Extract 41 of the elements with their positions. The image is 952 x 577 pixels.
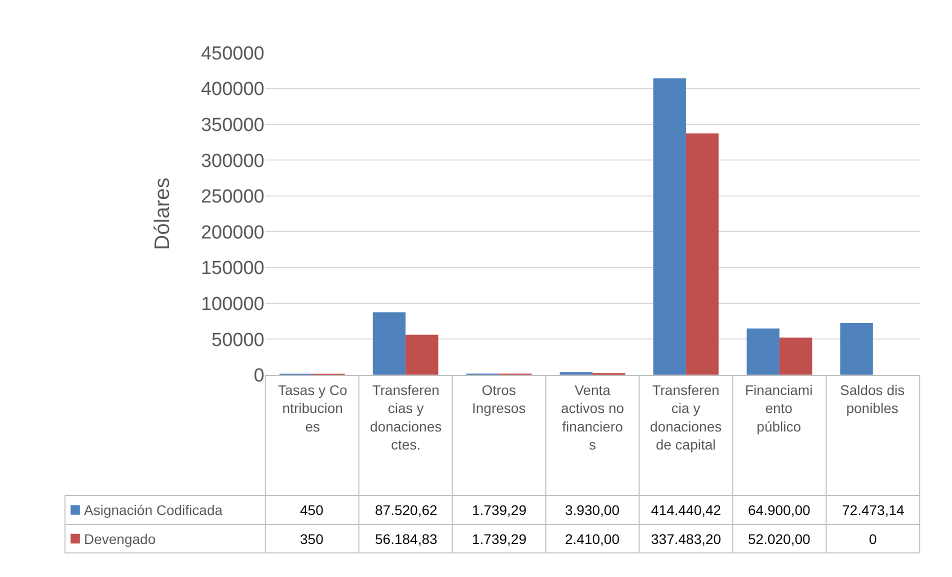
y-tick-label: 300000 bbox=[200, 150, 264, 172]
data-label: 350 bbox=[300, 531, 324, 547]
data-label: 64.900,00 bbox=[748, 502, 810, 518]
data-label: 414.440,42 bbox=[651, 502, 722, 518]
data-label: 72.473,14 bbox=[842, 502, 904, 518]
y-tick-label: 450000 bbox=[200, 43, 264, 64]
y-tick-label: 350000 bbox=[200, 115, 264, 136]
data-label: 337.483,20 bbox=[651, 531, 722, 547]
data-label: 450 bbox=[300, 502, 324, 518]
y-tick-label: 400000 bbox=[200, 79, 264, 100]
bar bbox=[372, 312, 406, 375]
y-tick-label: 250000 bbox=[200, 186, 264, 208]
data-label: 0 bbox=[869, 531, 877, 547]
data-label: 1.739,29 bbox=[472, 531, 527, 547]
x-tick-label: Financiamiento público bbox=[745, 382, 813, 434]
y-tick-label: 50000 bbox=[212, 330, 264, 351]
data-label: 87.520,62 bbox=[375, 502, 438, 518]
x-tick-label: Saldos disponibles bbox=[840, 382, 905, 416]
data-label: 1.739,29 bbox=[472, 502, 527, 518]
data-label: 52.020,00 bbox=[748, 531, 810, 547]
y-tick-label: 200000 bbox=[200, 222, 264, 244]
y-tick-label: 100000 bbox=[200, 294, 264, 315]
x-tick-label: Otros Ingresos bbox=[472, 382, 526, 416]
y-tick-label: 0 bbox=[254, 366, 264, 387]
legend-label: Devengado bbox=[84, 531, 156, 547]
data-label: 2.410,00 bbox=[565, 531, 620, 547]
bar bbox=[653, 78, 686, 375]
bar bbox=[779, 338, 812, 375]
x-tick-label: Tasas y Contribuciones bbox=[278, 382, 348, 434]
x-tick-label: Transferencias y donaciones ctes. bbox=[370, 382, 442, 453]
bar bbox=[406, 334, 438, 375]
y-axis-title: Dólares bbox=[151, 178, 174, 250]
bar bbox=[746, 328, 780, 375]
x-tick-label: Transferencia y donaciones de capital bbox=[650, 382, 722, 453]
data-label: 3.930,00 bbox=[565, 502, 620, 518]
bar bbox=[686, 133, 719, 375]
data-label: 56.184,83 bbox=[375, 531, 438, 547]
x-tick-label: Venta activos no financieros bbox=[561, 382, 624, 453]
legend-label: Asignación Codificada bbox=[84, 502, 223, 518]
y-tick-label: 150000 bbox=[200, 258, 264, 280]
bar bbox=[840, 323, 873, 375]
